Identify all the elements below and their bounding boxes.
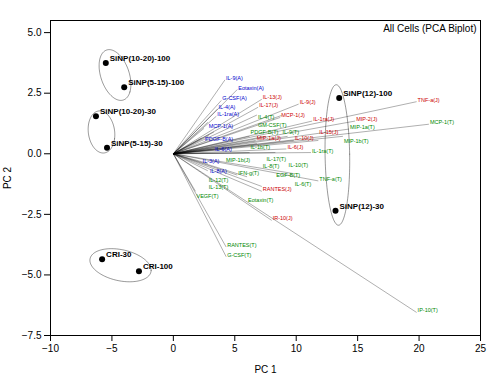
svg-text:PC 2: PC 2 <box>2 166 13 189</box>
svg-text:TNF-a(J): TNF-a(J) <box>418 97 440 103</box>
svg-text:All Cells (PCA Biplot): All Cells (PCA Biplot) <box>383 23 476 34</box>
svg-text:IL-9(A): IL-9(A) <box>226 75 243 81</box>
svg-text:IP-10(T): IP-10(T) <box>418 307 438 313</box>
svg-text:IL-8(A): IL-8(A) <box>210 168 227 174</box>
svg-text:SiNP(12)-100: SiNP(12)-100 <box>343 89 392 98</box>
svg-text:MIP-1a(T): MIP-1a(T) <box>350 124 375 130</box>
svg-text:CRI-100: CRI-100 <box>143 262 173 271</box>
svg-text:5: 5 <box>232 343 238 354</box>
svg-text:IL-13(T): IL-13(T) <box>209 184 229 190</box>
svg-text:IL-6(J): IL-6(J) <box>287 144 303 150</box>
svg-text:SiNP(5-15)-100: SiNP(5-15)-100 <box>128 78 185 87</box>
svg-text:RANTES(T): RANTES(T) <box>227 242 257 248</box>
svg-text:2.5: 2.5 <box>28 87 42 98</box>
svg-text:IR-10(J): IR-10(J) <box>273 215 293 221</box>
svg-text:IL-10(T): IL-10(T) <box>289 162 309 168</box>
svg-text:MCP-1(T): MCP-1(T) <box>430 119 454 125</box>
svg-text:SiNP(10-20)-100: SiNP(10-20)-100 <box>110 54 171 63</box>
svg-text:MIP-1b(T): MIP-1b(T) <box>344 138 369 144</box>
svg-text:0: 0 <box>171 343 177 354</box>
svg-text:IL-13(J): IL-13(J) <box>263 94 282 100</box>
svg-text:IL-4(A): IL-4(A) <box>219 104 236 110</box>
svg-text:IL-3(A): IL-3(A) <box>203 158 220 164</box>
svg-text:IL-17(J): IL-17(J) <box>259 102 278 108</box>
svg-text:IL-8(T): IL-8(T) <box>263 163 280 169</box>
svg-text:0.0: 0.0 <box>28 148 42 159</box>
svg-text:IL-10(J): IL-10(J) <box>295 135 314 141</box>
svg-text:IFN-g(T): IFN-g(T) <box>238 170 259 176</box>
svg-text:MCP-1(A): MCP-1(A) <box>209 123 234 129</box>
svg-text:EGF-B(T): EGF-B(T) <box>276 172 300 178</box>
svg-text:TNF-a(T): TNF-a(T) <box>319 176 342 182</box>
svg-text:PC 1: PC 1 <box>254 364 277 375</box>
svg-text:IL-1b(T): IL-1b(T) <box>251 144 271 150</box>
svg-text:IL-6(A): IL-6(A) <box>215 146 232 152</box>
svg-text:15: 15 <box>352 343 364 354</box>
svg-text:−7.5: −7.5 <box>22 330 42 341</box>
svg-text:20: 20 <box>414 343 426 354</box>
svg-text:Eotaxin(A): Eotaxin(A) <box>238 85 264 91</box>
svg-text:IL-9(J): IL-9(J) <box>300 99 316 105</box>
svg-text:IL-1ra(J): IL-1ra(J) <box>313 116 334 122</box>
svg-text:−5.0: −5.0 <box>22 269 42 280</box>
svg-text:GM-CSF(T): GM-CSF(T) <box>258 122 287 128</box>
svg-text:IL-15(J): IL-15(J) <box>319 129 338 135</box>
svg-text:IL-1ra(A): IL-1ra(A) <box>217 111 239 117</box>
svg-text:MIP-1a(J): MIP-1a(J) <box>257 135 281 141</box>
svg-text:VEGF(T): VEGF(T) <box>196 193 218 199</box>
svg-text:IL-12(T): IL-12(T) <box>209 177 229 183</box>
svg-text:IL-1ra(T): IL-1ra(T) <box>312 148 334 154</box>
svg-text:IL-6(T): IL-6(T) <box>295 181 312 187</box>
svg-text:MCP-1(J): MCP-1(J) <box>281 112 305 118</box>
svg-text:SiNP(10-20)-30: SiNP(10-20)-30 <box>100 107 157 116</box>
svg-text:−5: −5 <box>106 343 118 354</box>
svg-text:5.0: 5.0 <box>28 27 42 38</box>
svg-text:RANTES(J): RANTES(J) <box>263 186 292 192</box>
svg-text:IL-9(T): IL-9(T) <box>282 129 299 135</box>
svg-text:Eotaxin(T): Eotaxin(T) <box>248 197 274 203</box>
svg-text:PDGF-B(A): PDGF-B(A) <box>205 136 233 142</box>
svg-text:25: 25 <box>475 343 487 354</box>
svg-text:MIP-2(J): MIP-2(J) <box>356 116 377 122</box>
svg-text:−10: −10 <box>42 343 59 354</box>
svg-text:G-CSF(A): G-CSF(A) <box>222 95 247 101</box>
svg-text:−2.5: −2.5 <box>22 209 42 220</box>
svg-text:SiNP(12)-30: SiNP(12)-30 <box>340 202 385 211</box>
svg-text:10: 10 <box>291 343 303 354</box>
svg-text:PDGF-B(T): PDGF-B(T) <box>251 129 279 135</box>
svg-text:IL-17(T): IL-17(T) <box>267 156 287 162</box>
svg-text:MIP-1b(J): MIP-1b(J) <box>226 157 250 163</box>
svg-text:SiNP(5-15)-30: SiNP(5-15)-30 <box>111 139 163 148</box>
svg-text:CRI-30: CRI-30 <box>106 250 132 259</box>
svg-text:IL-4(T): IL-4(T) <box>258 114 275 120</box>
svg-text:G-CSF(T): G-CSF(T) <box>227 252 251 258</box>
